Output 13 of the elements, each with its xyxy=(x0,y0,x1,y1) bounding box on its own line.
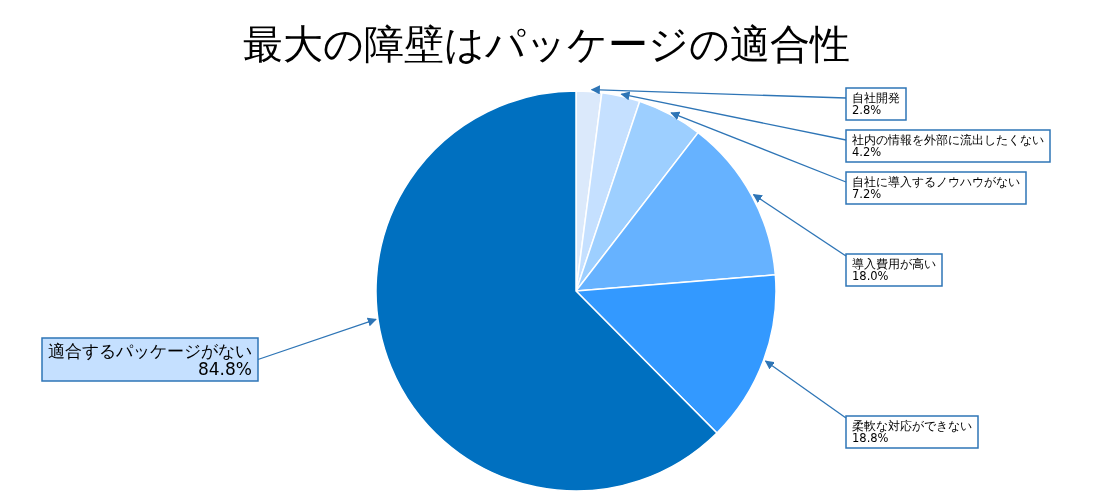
slice-label: 自社に導入するノウハウがない xyxy=(852,174,1020,189)
slice-label: 自社開発 xyxy=(852,90,900,105)
slice-label: 導入費用が高い xyxy=(852,256,936,271)
data-label: 2.8% xyxy=(852,103,882,117)
data-label: 4.2% xyxy=(852,145,882,159)
slice-label: 柔軟な対応ができない xyxy=(852,418,972,433)
slice-label: 適合するパッケージがない xyxy=(48,341,252,361)
data-label: 84.8% xyxy=(197,359,252,379)
chart-title: 最大の障壁はパッケージの適合性 xyxy=(242,21,850,67)
data-label: 18.8% xyxy=(852,431,889,445)
slice-label: 社内の情報を外部に流出したくない xyxy=(852,132,1044,147)
data-label: 7.2% xyxy=(852,187,882,201)
data-label: 18.0% xyxy=(852,269,889,283)
